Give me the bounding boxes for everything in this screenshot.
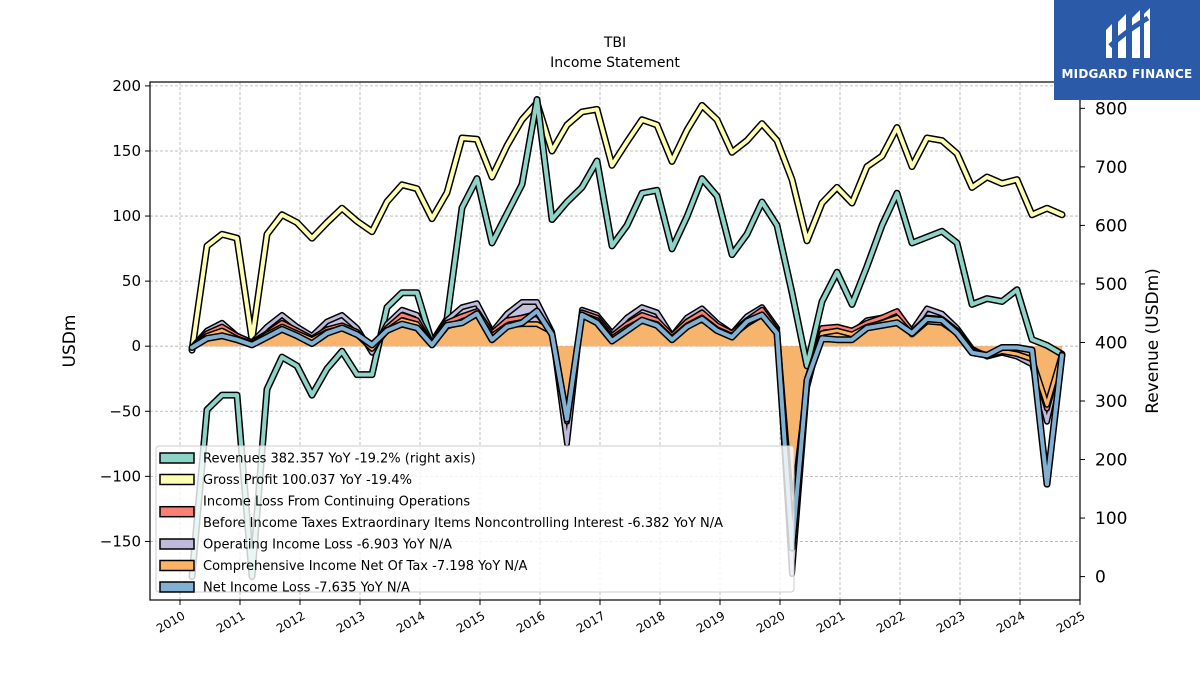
legend-label: Gross Profit 100.037 YoY -19.4% <box>203 473 412 488</box>
x-tick-label: 2011 <box>214 608 247 635</box>
y-tick-label: 150 <box>112 142 141 160</box>
y-axis-label: USDm <box>60 315 80 368</box>
y-tick-label: 0 <box>131 337 141 355</box>
x-tick-label: 2024 <box>994 608 1027 635</box>
x-axis-ticks: 2010 2011 2012 2013 2014 2015 2016 2017 2018 2019… <box>154 600 1088 636</box>
y-tick-label: 200 <box>112 77 141 95</box>
legend: Revenues 382.357 YoY -19.2% (right axis)… <box>155 445 795 596</box>
legend-label: Income Loss From Continuing Operations <box>203 495 470 510</box>
y2-tick-label: 0 <box>1095 568 1106 588</box>
series-layer <box>188 96 1066 581</box>
x-tick-label: 2013 <box>334 608 367 635</box>
right-axis-ticks: 0 100 200 300 400 500 600 700 800 <box>1080 99 1127 588</box>
y2-tick-label: 600 <box>1095 216 1127 236</box>
x-tick-label: 2017 <box>574 608 607 635</box>
series-line <box>190 100 1064 353</box>
left-axis-ticks: −150 −100 −50 0 50 100 150 200 <box>100 77 150 550</box>
logo-mark-icon <box>1106 8 1150 58</box>
x-tick-label: 2019 <box>694 608 727 635</box>
series-area <box>192 314 1062 542</box>
y2-tick-label: 400 <box>1095 333 1127 353</box>
series-line <box>190 309 1064 550</box>
legend-swatch <box>159 559 195 572</box>
legend-swatch <box>159 505 195 518</box>
legend-swatch <box>159 452 195 464</box>
x-tick-label: 2020 <box>754 608 787 635</box>
y2-tick-label: 100 <box>1095 509 1127 529</box>
legend-label: Comprehensive Income Net Of Tax -7.198 Y… <box>203 559 528 574</box>
x-tick-label: 2012 <box>274 608 307 635</box>
y2-tick-label: 200 <box>1095 451 1127 471</box>
x-tick-label: 2016 <box>514 608 547 635</box>
x-tick-label: 2025 <box>1054 608 1087 635</box>
legend-label: Operating Income Loss -6.903 YoY N/A <box>203 538 452 553</box>
legend-label: Before Income Taxes Extraordinary Items … <box>203 516 723 531</box>
legend-swatch <box>159 473 195 486</box>
midgard-finance-logo: MIDGARD FINANCE <box>1054 0 1200 100</box>
x-tick-label: 2023 <box>934 608 967 635</box>
legend-label: Revenues 382.357 YoY -19.2% (right axis) <box>203 452 476 467</box>
y-tick-label: −150 <box>100 532 141 550</box>
y2-axis-label: Revenue (USDm) <box>1143 268 1163 414</box>
chart-subtitle: Income Statement <box>550 55 680 71</box>
x-tick-label: 2021 <box>814 608 847 635</box>
y-tick-label: 50 <box>122 272 141 290</box>
y-tick-label: 100 <box>112 207 141 225</box>
y2-tick-label: 700 <box>1095 158 1127 178</box>
legend-swatch <box>159 538 195 550</box>
legend-frame <box>155 445 795 593</box>
x-tick-label: 2018 <box>634 608 667 635</box>
legend-swatch <box>159 581 195 593</box>
y-tick-label: −100 <box>100 467 141 485</box>
legend-label: Net Income Loss -7.635 YoY N/A <box>203 581 410 596</box>
x-tick-label: 2014 <box>394 608 427 635</box>
y2-tick-label: 300 <box>1095 392 1127 412</box>
y2-tick-label: 800 <box>1095 99 1127 119</box>
x-tick-label: 2015 <box>454 608 487 635</box>
logo-text: MIDGARD FINANCE <box>1061 67 1193 81</box>
y2-tick-label: 500 <box>1095 275 1127 295</box>
x-tick-label: 2022 <box>874 608 907 635</box>
chart-title: TBI <box>603 35 626 51</box>
x-tick-label: 2010 <box>154 608 187 635</box>
series-line <box>190 97 1064 579</box>
y-tick-label: −50 <box>109 402 141 420</box>
plot-frame <box>149 81 1081 601</box>
